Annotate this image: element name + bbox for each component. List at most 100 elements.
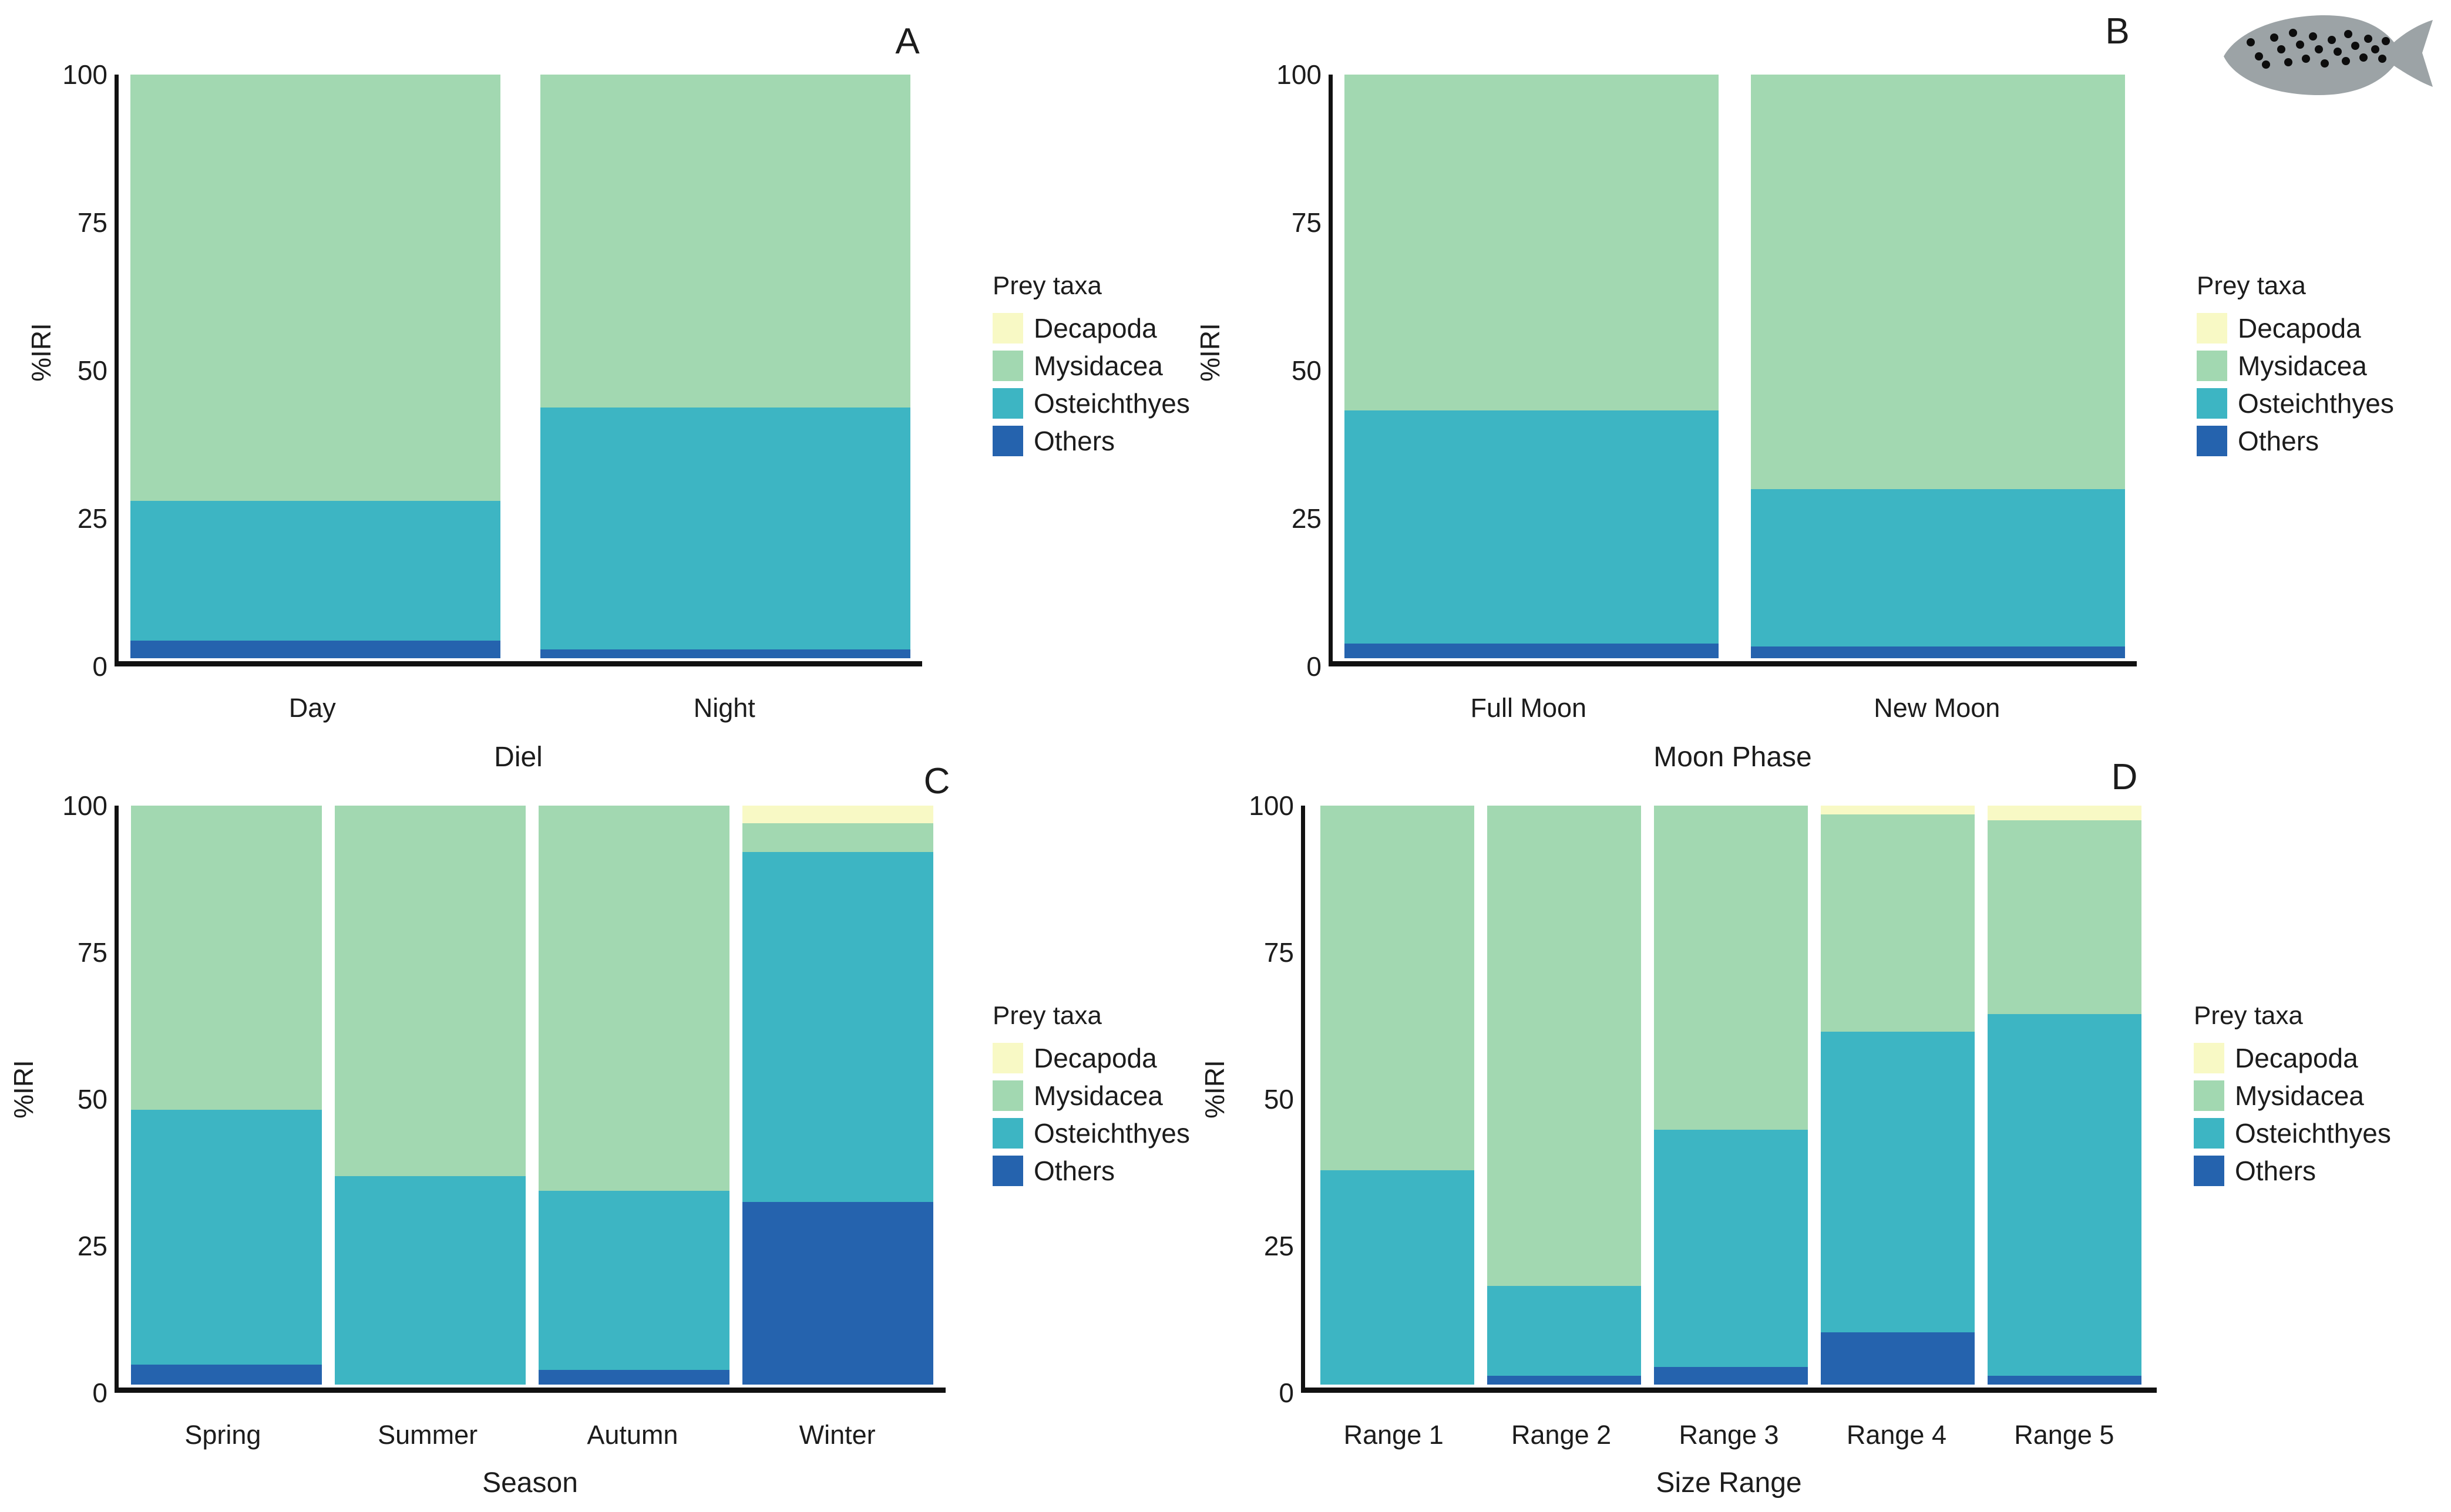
- plot-area: [1301, 806, 2157, 1393]
- plot-area: [115, 806, 946, 1393]
- legend-item-osteichthyes: Osteichthyes: [2194, 1117, 2391, 1149]
- y-tick-label: 50: [1263, 1084, 1294, 1114]
- plot-area: [115, 75, 922, 666]
- legend-item-others: Others: [2194, 1155, 2391, 1187]
- bar-winter: [742, 806, 933, 1385]
- x-category-label: Day: [288, 693, 336, 723]
- segment-osteichthyes: [1654, 1130, 1808, 1368]
- legend-label: Decapoda: [2238, 313, 2361, 344]
- legend-item-mysidacea: Mysidacea: [993, 350, 1190, 382]
- segment-decapoda: [1988, 806, 2141, 820]
- legend-swatch: [2197, 313, 2227, 344]
- bar-range-2: [1487, 806, 1641, 1385]
- legend-swatch: [993, 1043, 1023, 1073]
- bars: [119, 75, 922, 658]
- segment-decapoda: [1821, 806, 1975, 814]
- segment-others: [1751, 646, 2125, 658]
- legend-item-decapoda: Decapoda: [2197, 312, 2394, 344]
- bar-night: [540, 75, 910, 658]
- y-axis-ticks: 0 25 50 75 100: [19, 792, 107, 1406]
- y-axis-ticks: 0 25 50 75 100: [19, 61, 107, 680]
- legend-swatch: [993, 1156, 1023, 1186]
- segment-others: [1988, 1376, 2141, 1385]
- legend-item-mysidacea: Mysidacea: [2197, 350, 2394, 382]
- bar-range-5: [1988, 806, 2141, 1385]
- legend: Prey taxa Decapoda Mysidacea Osteichthyes Ot…: [2197, 271, 2394, 463]
- y-tick-label: 50: [1291, 355, 1322, 386]
- legend: Prey taxa Decapoda Mysidacea Osteichthyes Ot…: [993, 271, 1190, 463]
- bar-autumn: [539, 806, 729, 1385]
- segment-decapoda: [742, 806, 933, 823]
- x-labels: Range 1 Range 2 Range 3 Range 4 Range 5: [1301, 1420, 2157, 1450]
- x-axis-title: Size Range: [1656, 1467, 1802, 1498]
- x-category-label: Full Moon: [1470, 693, 1587, 723]
- legend-label: Others: [1034, 1156, 1115, 1186]
- y-tick-label: 100: [1276, 59, 1322, 90]
- legend-swatch: [2194, 1043, 2224, 1073]
- legend-swatch: [2197, 388, 2227, 419]
- segment-mysidacea: [540, 75, 910, 408]
- segment-osteichthyes: [1487, 1286, 1641, 1376]
- x-category-label: Autumn: [587, 1420, 678, 1450]
- legend-swatch: [2194, 1080, 2224, 1111]
- segment-osteichthyes: [1821, 1031, 1975, 1333]
- legend-item-mysidacea: Mysidacea: [993, 1080, 1190, 1112]
- x-category-label: Spring: [184, 1420, 261, 1450]
- legend-label: Osteichthyes: [2238, 388, 2394, 419]
- legend-title: Prey taxa: [993, 1001, 1102, 1030]
- bar-summer: [335, 806, 526, 1385]
- y-axis-title: %IRI: [1195, 323, 1225, 382]
- x-category-label: Range 2: [1511, 1420, 1612, 1450]
- y-tick-label: 25: [77, 1231, 107, 1261]
- segment-mysidacea: [1751, 75, 2125, 489]
- legend-label: Osteichthyes: [1034, 1118, 1190, 1149]
- segment-osteichthyes: [1344, 410, 1719, 644]
- y-tick-label: 50: [77, 355, 107, 386]
- panel-letter: C: [923, 761, 950, 802]
- legend-item-others: Others: [993, 1155, 1190, 1187]
- x-axis-title: Diel: [494, 742, 543, 773]
- y-tick-label: 0: [92, 651, 107, 682]
- y-axis-title: %IRI: [26, 323, 56, 382]
- segment-mysidacea: [1654, 806, 1808, 1130]
- y-axis-title: %IRI: [1199, 1060, 1230, 1119]
- segment-others: [130, 641, 500, 658]
- legend-label: Mysidacea: [2235, 1080, 2364, 1111]
- bar-range-3: [1654, 806, 1808, 1385]
- segment-osteichthyes: [1751, 489, 2125, 647]
- legend-item-osteichthyes: Osteichthyes: [2197, 388, 2394, 419]
- legend: Prey taxa Decapoda Mysidacea Osteichthyes Ot…: [2194, 1001, 2391, 1193]
- x-labels: Spring Summer Autumn Winter: [115, 1420, 946, 1450]
- segment-osteichthyes: [130, 500, 500, 641]
- x-category-label: New Moon: [1874, 693, 2001, 723]
- bar-day: [130, 75, 500, 658]
- legend-label: Mysidacea: [1034, 1080, 1163, 1111]
- legend-item-osteichthyes: Osteichthyes: [993, 1117, 1190, 1149]
- segment-osteichthyes: [540, 407, 910, 650]
- legend-label: Decapoda: [1034, 1043, 1157, 1073]
- legend-swatch: [2194, 1118, 2224, 1149]
- legend: Prey taxa Decapoda Mysidacea Osteichthyes Ot…: [993, 1001, 1190, 1193]
- legend-label: Decapoda: [1034, 313, 1157, 344]
- bars: [1333, 75, 2137, 658]
- x-category-label: Summer: [378, 1420, 478, 1450]
- legend-item-osteichthyes: Osteichthyes: [993, 388, 1190, 419]
- bar-new-moon: [1751, 75, 2125, 658]
- legend-item-decapoda: Decapoda: [993, 1042, 1190, 1074]
- segment-others: [742, 1202, 933, 1385]
- legend-swatch: [2197, 351, 2227, 381]
- y-tick-label: 25: [1291, 503, 1322, 534]
- segment-osteichthyes: [1988, 1013, 2141, 1376]
- segment-others: [540, 649, 910, 658]
- legend-swatch: [2194, 1156, 2224, 1186]
- bar-full-moon: [1344, 75, 1719, 658]
- segment-mysidacea: [131, 806, 322, 1110]
- legend-swatch: [993, 1118, 1023, 1149]
- legend-item-others: Others: [993, 425, 1190, 457]
- segment-osteichthyes: [131, 1109, 322, 1365]
- segment-osteichthyes: [1320, 1170, 1474, 1385]
- y-tick-label: 75: [77, 937, 107, 968]
- segment-mysidacea: [1344, 75, 1719, 410]
